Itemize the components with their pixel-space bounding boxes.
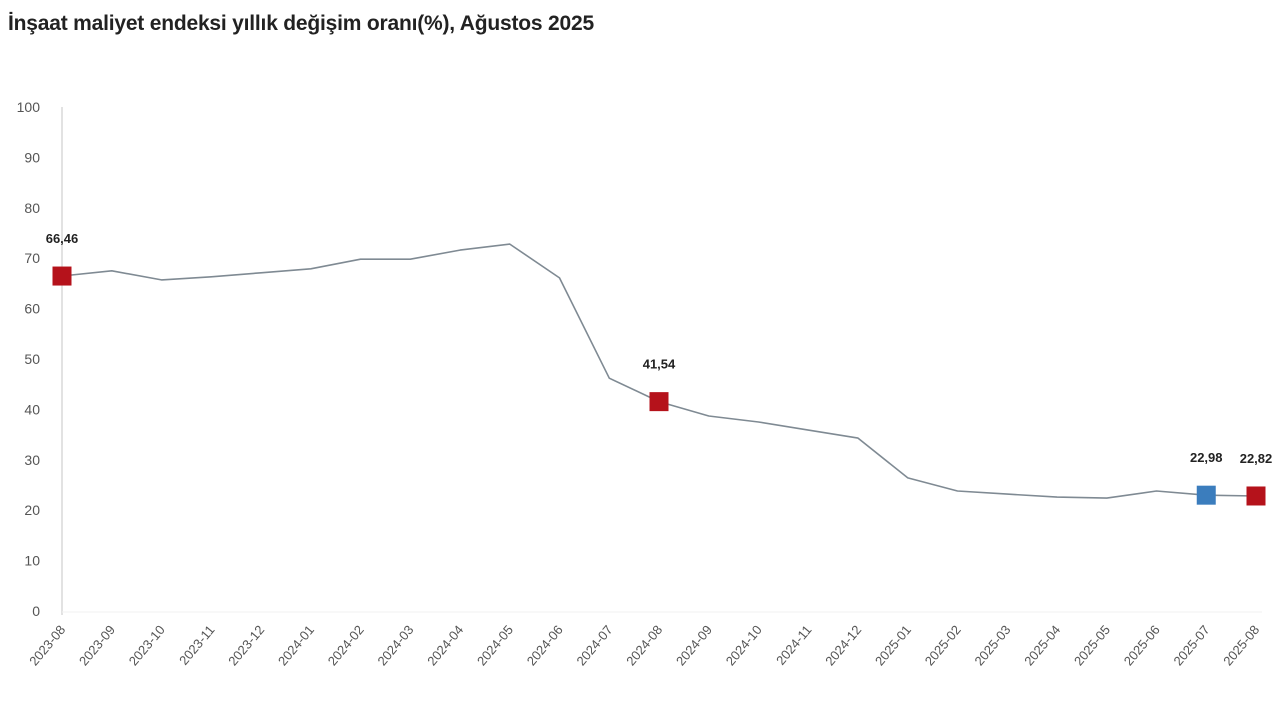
- data-point-marker: [649, 392, 669, 412]
- x-tick-label: 2024-11: [773, 622, 815, 667]
- x-tick-label: 2024-06: [524, 622, 566, 668]
- x-tick-label: 2025-05: [1071, 622, 1113, 668]
- x-tick-label: 2024-09: [673, 622, 715, 668]
- x-tick-label: 2025-06: [1121, 622, 1163, 668]
- x-tick-label: 2024-10: [723, 622, 765, 668]
- data-label: 22,98: [1190, 450, 1223, 465]
- x-tick-label: 2024-02: [325, 622, 367, 668]
- y-axis: 0 10 20 30 40 50 60 70 80 90 100: [17, 99, 63, 619]
- x-tick-label: 2024-12: [822, 622, 864, 668]
- y-tick-label: 30: [24, 452, 40, 468]
- y-tick-label: 70: [24, 250, 40, 266]
- x-tick-label: 2023-10: [126, 622, 168, 668]
- y-tick-label: 10: [24, 553, 40, 569]
- x-tick-label: 2025-03: [971, 622, 1013, 668]
- y-tick-label: 40: [24, 401, 40, 417]
- y-tick-label: 90: [24, 149, 40, 165]
- x-tick-label: 2024-04: [424, 622, 466, 668]
- data-point-marker: [1196, 485, 1216, 505]
- data-label: 41,54: [643, 357, 676, 372]
- chart-title: İnşaat maliyet endeksi yıllık değişim or…: [8, 12, 594, 35]
- x-tick-label: 2025-01: [872, 622, 914, 668]
- x-tick-label: 2024-05: [474, 622, 516, 668]
- data-point-marker: [52, 266, 72, 286]
- x-tick-label: 2024-08: [623, 622, 665, 668]
- x-tick-label: 2024-07: [573, 622, 615, 668]
- x-axis: 2023-08 2023-09 2023-10 2023-11 2023-12 2024-…: [26, 611, 1262, 668]
- x-tick-label: 2024-03: [374, 622, 416, 668]
- x-tick-label: 2023-11: [176, 622, 218, 667]
- x-tick-label: 2023-09: [76, 622, 118, 668]
- x-tick-label: 2023-12: [225, 622, 267, 668]
- x-tick-label: 2025-02: [922, 622, 964, 668]
- x-tick-label: 2025-07: [1170, 622, 1212, 668]
- highlight-markers: 66,46 41,54 22,98 22,82: [46, 231, 1273, 506]
- x-tick-label: 2023-08: [26, 622, 68, 668]
- y-tick-label: 60: [24, 301, 40, 317]
- y-tick-label: 50: [24, 351, 40, 367]
- data-label: 22,82: [1240, 451, 1273, 466]
- data-point-marker: [1246, 486, 1266, 506]
- y-tick-label: 80: [24, 200, 40, 216]
- y-tick-label: 0: [32, 603, 40, 619]
- y-tick-label: 20: [24, 502, 40, 518]
- y-tick-label: 100: [17, 99, 41, 115]
- x-tick-label: 2025-04: [1021, 622, 1063, 668]
- x-tick-label: 2025-08: [1220, 622, 1262, 668]
- x-tick-label: 2024-01: [275, 622, 317, 668]
- data-label: 66,46: [46, 231, 79, 246]
